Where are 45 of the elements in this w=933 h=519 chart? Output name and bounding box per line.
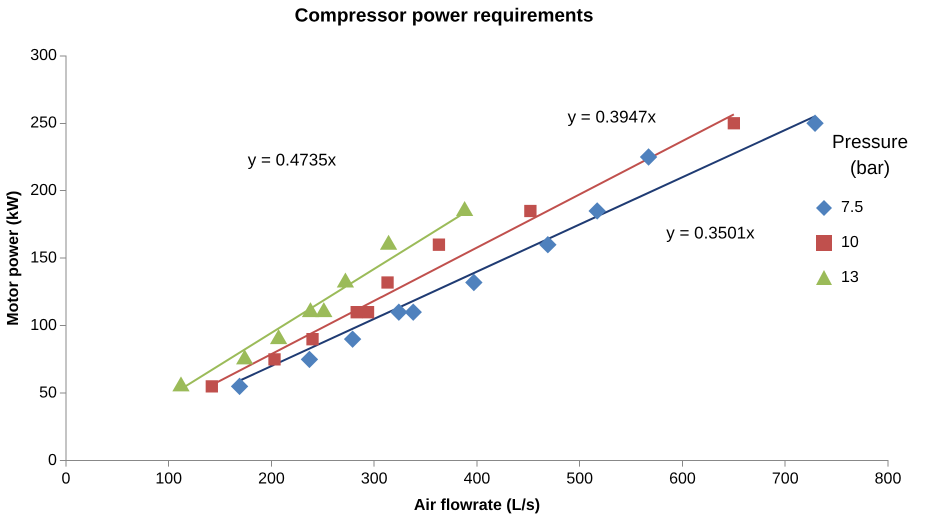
x-tick-label: 600 (669, 470, 696, 488)
point (806, 114, 824, 132)
point (268, 353, 281, 366)
y-tick-label: 0 (48, 452, 57, 470)
y-tick-label: 300 (30, 47, 57, 64)
y-tick-label: 250 (30, 114, 57, 132)
point (432, 238, 446, 251)
legend-label: 10 (841, 234, 859, 252)
point (728, 117, 740, 130)
legend-label: 13 (841, 268, 859, 286)
point (465, 274, 482, 291)
point (344, 330, 362, 348)
point (381, 276, 394, 289)
chart-title: Compressor power requirements (294, 6, 594, 27)
x-tick-label: 100 (155, 470, 182, 488)
point (390, 304, 408, 321)
annotation: y = 0.3947x (568, 107, 656, 126)
y-tick-label: 100 (30, 317, 57, 334)
x-tick-label: 800 (874, 470, 902, 488)
y-tick-label: 200 (30, 182, 57, 200)
x-tick-label: 200 (258, 470, 285, 488)
point (306, 333, 319, 346)
x-tick-label: 300 (360, 470, 388, 488)
y-tick-label: 150 (30, 250, 57, 267)
annotation: y = 0.4735x (248, 150, 337, 170)
point (524, 204, 537, 218)
x-tick-label: 500 (566, 470, 594, 488)
point (362, 306, 374, 318)
point (231, 378, 248, 395)
point (206, 380, 218, 393)
point (539, 236, 556, 254)
x-tick-label: 0 (61, 470, 70, 488)
point (404, 304, 422, 321)
point (300, 350, 318, 368)
annotation: y = 0.3501x (666, 224, 756, 243)
y-axis-title: Motor power (kW) (5, 190, 22, 326)
y-tick-label: 50 (39, 384, 57, 402)
point (588, 202, 606, 220)
point (350, 306, 363, 318)
x-tick-label: 700 (772, 470, 799, 488)
legend-label: 7.5 (841, 198, 864, 216)
x-axis-title: Air flowrate (L/s) (414, 496, 540, 514)
point (640, 148, 658, 166)
x-tick-label: 400 (464, 470, 490, 488)
legend-title: Pressure (bar) (830, 131, 910, 181)
